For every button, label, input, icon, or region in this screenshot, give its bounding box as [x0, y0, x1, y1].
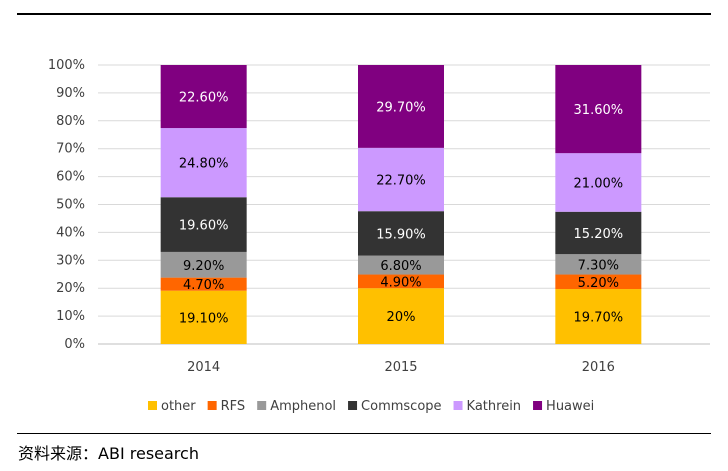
y-tick-label: 0% [64, 337, 85, 352]
legend-label: RFS [221, 399, 246, 414]
source-text: ABI research [98, 444, 199, 463]
y-tick-label: 60% [56, 170, 85, 185]
bar-segment-huawei [160, 65, 247, 129]
bar-segment-commscope [358, 211, 444, 256]
y-tick-label: 10% [56, 309, 85, 324]
bar-segment-kathrein [555, 153, 642, 212]
legend-label: Commscope [361, 399, 441, 414]
legend-swatch [207, 401, 217, 410]
data-label: 20% [387, 310, 416, 325]
bar-segment-huawei [555, 65, 642, 154]
bar-segment-kathrein [358, 147, 444, 212]
data-label: 4.70% [183, 278, 224, 293]
y-tick-label: 100% [48, 58, 85, 73]
y-tick-label: 20% [56, 281, 85, 296]
y-tick-label: 50% [56, 198, 85, 213]
bar-segment-rfs [358, 274, 444, 289]
bar-segment-kathrein [160, 128, 247, 198]
legend-swatch [533, 401, 543, 410]
bar-segment-amphenol [358, 255, 444, 275]
data-label: 19.70% [574, 311, 624, 326]
source-label: 资料来源： [18, 444, 99, 463]
data-label: 5.20% [578, 276, 619, 291]
legend-label: Huawei [546, 399, 594, 414]
legend-label: Amphenol [270, 399, 336, 414]
legend: other RFS Amphenol Commscope Kathrein Huawei [148, 399, 594, 414]
data-label: 6.80% [380, 259, 421, 274]
bar-segment-other [160, 290, 247, 344]
legend-item-commscope: Commscope [348, 399, 442, 414]
data-label: 31.60% [574, 103, 624, 118]
y-tick-label: 90% [56, 86, 85, 101]
data-label: 24.80% [179, 157, 229, 172]
x-tick-label: 2016 [582, 360, 615, 375]
bar-segment-commscope [555, 211, 642, 255]
legend-swatch [148, 401, 157, 410]
source-note: 资料来源：ABI research [18, 440, 199, 464]
bar-segment-other [555, 289, 642, 344]
data-label: 29.70% [376, 100, 426, 115]
x-axis-ticks: 2014 2015 2016 [187, 360, 615, 375]
legend-item-rfs: RFS [207, 399, 246, 414]
data-label: 21.00% [574, 176, 624, 191]
legend-label: other [161, 399, 196, 414]
x-tick-label: 2015 [384, 360, 417, 375]
legend-item-kathrein: Kathrein [453, 399, 522, 414]
data-label: 9.20% [183, 259, 224, 274]
top-rule [17, 13, 711, 15]
y-tick-label: 70% [56, 142, 85, 157]
y-tick-label: 80% [56, 114, 85, 129]
bar-segment-huawei [358, 65, 444, 148]
legend-label: Kathrein [467, 399, 522, 414]
y-tick-label: 30% [56, 253, 85, 268]
stacked-bar-chart: 0% 10% 20% 30% 40% 50% 60% 70% 80% 90% 100% 19.10%… [48, 58, 710, 414]
legend-swatch [257, 401, 267, 410]
data-label: 4.90% [380, 275, 421, 290]
data-label: 7.30% [578, 258, 619, 273]
data-label: 15.20% [574, 227, 624, 242]
bar-segment-commscope [160, 197, 247, 252]
data-label: 22.60% [179, 91, 229, 106]
x-tick-label: 2014 [187, 360, 220, 375]
data-label: 22.70% [376, 174, 426, 189]
data-label: 19.10% [179, 311, 229, 326]
bar-segment-rfs [555, 274, 642, 290]
bar-segment-amphenol [160, 251, 247, 278]
bottom-rule [17, 433, 711, 434]
legend-item-other: other [148, 399, 196, 414]
y-axis-ticks: 0% 10% 20% 30% 40% 50% 60% 70% 80% 90% 100% [48, 58, 85, 352]
legend-swatch [453, 401, 463, 410]
bar-segment-rfs [160, 277, 247, 291]
y-tick-label: 40% [56, 225, 85, 240]
legend-swatch [348, 401, 358, 410]
bar-segment-amphenol [555, 254, 642, 275]
data-label: 19.60% [179, 219, 229, 234]
legend-item-amphenol: Amphenol [257, 399, 336, 414]
data-label: 15.90% [376, 227, 426, 242]
legend-item-huawei: Huawei [533, 399, 594, 414]
bars: 19.10% 4.70% 9.20% 19.60% 24.80% 22.60% 20% 4.9… [160, 65, 642, 344]
bar-segment-other [358, 288, 444, 344]
